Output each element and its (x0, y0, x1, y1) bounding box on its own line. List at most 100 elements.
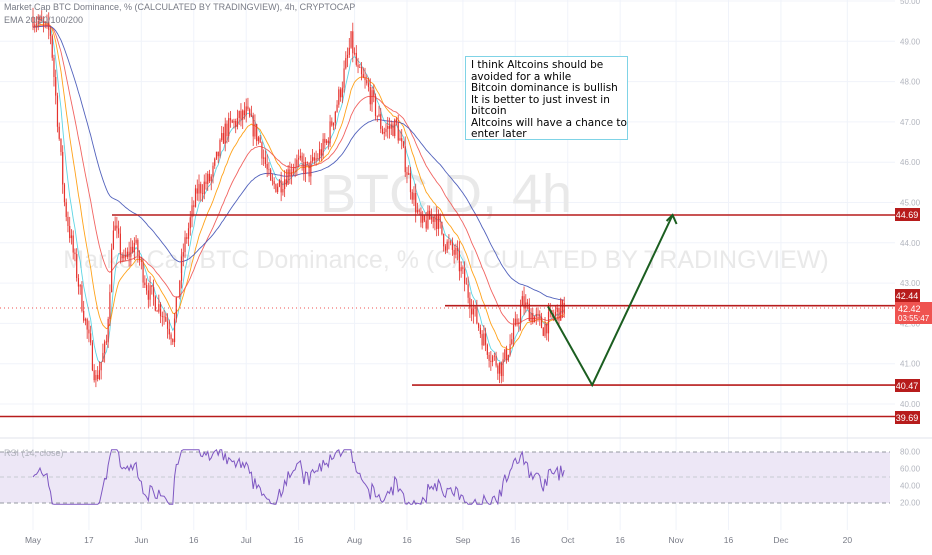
candle-body (490, 360, 492, 362)
grid (0, 0, 895, 530)
candle-body (116, 225, 118, 229)
candle-body (207, 173, 209, 185)
candle-body (373, 90, 375, 96)
candle-body (339, 89, 342, 98)
candle-body (256, 124, 258, 142)
candle-body (70, 235, 73, 239)
candle-body (261, 142, 263, 159)
candle-body (228, 118, 230, 137)
candle-body (56, 95, 59, 127)
candle-body (97, 374, 99, 380)
time-axis[interactable]: May 17 Jun 16 Jul 16 Aug 16 Sep 16 Oct 16 Nov 16 Dec 20 (25, 535, 852, 545)
candle-body (84, 319, 87, 321)
candle-body (263, 157, 265, 159)
candle-body (303, 161, 305, 175)
candle-body (126, 251, 128, 258)
candle-body (360, 67, 363, 75)
price-tick-label: 45.00 (900, 199, 921, 208)
candle-body (411, 192, 413, 200)
candle-body (378, 114, 380, 117)
candle-body (210, 176, 212, 182)
time-tick-label: Dec (773, 535, 789, 545)
candle-body (387, 125, 389, 129)
candle-body (385, 128, 387, 133)
candle-body (355, 52, 357, 65)
candle-body (95, 374, 97, 381)
candle-body (212, 165, 214, 177)
candle-body (165, 316, 167, 322)
horizontal-levels[interactable] (0, 214, 895, 418)
candle-body (432, 216, 434, 222)
candle-body (158, 304, 160, 312)
candle-body (266, 163, 268, 170)
candle-body (154, 296, 156, 311)
countdown-label: 03:55:47 (898, 314, 930, 323)
rsi-tick-label: 80.00 (900, 448, 921, 457)
candle-body (168, 328, 170, 335)
price-axis[interactable]: 50.00 49.00 48.00 47.00 46.00 45.00 44.00 43.00… (900, 0, 921, 409)
time-tick-label: 17 (84, 535, 94, 545)
candle-body (537, 313, 539, 315)
candle-body (526, 302, 529, 304)
candle-body (443, 234, 445, 247)
candle-body (556, 307, 558, 312)
candle-body (514, 318, 516, 326)
candle-body (273, 181, 275, 185)
candle-body (539, 314, 541, 317)
candle-body (448, 241, 450, 243)
note-line: I think Altcoins should be (471, 59, 604, 71)
candle-body (254, 124, 256, 137)
candle-body (362, 74, 364, 78)
candle-body (464, 269, 466, 284)
ema-legend[interactable]: EMA 20/50/100/200 (4, 15, 84, 25)
candle-body (453, 249, 455, 255)
candle-body (364, 77, 366, 81)
candle-body (348, 47, 350, 55)
candle-body (495, 355, 497, 366)
candle-body (102, 352, 104, 362)
candle-body (409, 173, 412, 193)
candle-body (322, 138, 324, 156)
candle-body (235, 120, 237, 127)
candle-body (76, 254, 78, 279)
projection-line (547, 214, 674, 388)
candle-body (138, 255, 141, 261)
candle-body (81, 285, 83, 311)
current-price-tag (895, 302, 932, 324)
candle-body (264, 157, 267, 164)
candle-body (511, 339, 513, 345)
candle-body (69, 226, 71, 239)
candle-body (224, 123, 226, 144)
projection-path[interactable] (547, 213, 678, 388)
candle-body (257, 137, 260, 142)
level-high-tag (895, 208, 920, 221)
candle-body (352, 31, 354, 54)
candle-body (229, 118, 232, 121)
candle-body (345, 58, 347, 69)
candle-body (408, 173, 410, 175)
candle-body (301, 155, 303, 162)
candle-body (402, 141, 405, 147)
candle-body (280, 180, 282, 193)
candle-body (547, 311, 550, 334)
candle-body (418, 210, 420, 212)
candle-body (35, 23, 38, 25)
time-tick-label: 16 (189, 535, 199, 545)
time-tick-label: 16 (511, 535, 521, 545)
candle-body (219, 140, 221, 157)
candle-body (222, 133, 225, 144)
candle-body (149, 285, 151, 300)
candle-body (371, 90, 373, 105)
candle-body (184, 237, 186, 253)
candle-body (191, 205, 193, 218)
candle-body (451, 241, 453, 250)
candle-body (474, 306, 476, 310)
candle-body (313, 157, 315, 161)
candle-body (485, 333, 487, 345)
chart-title[interactable]: Market Cap BTC Dominance, % (CALCULATED … (4, 2, 356, 12)
candle-body (353, 52, 356, 54)
analysis-note[interactable]: I think Altcoins should be avoided for a… (465, 56, 628, 140)
rsi-axis[interactable]: 80.00 60.00 40.00 20.00 (900, 448, 921, 508)
time-tick-label: 16 (294, 535, 304, 545)
